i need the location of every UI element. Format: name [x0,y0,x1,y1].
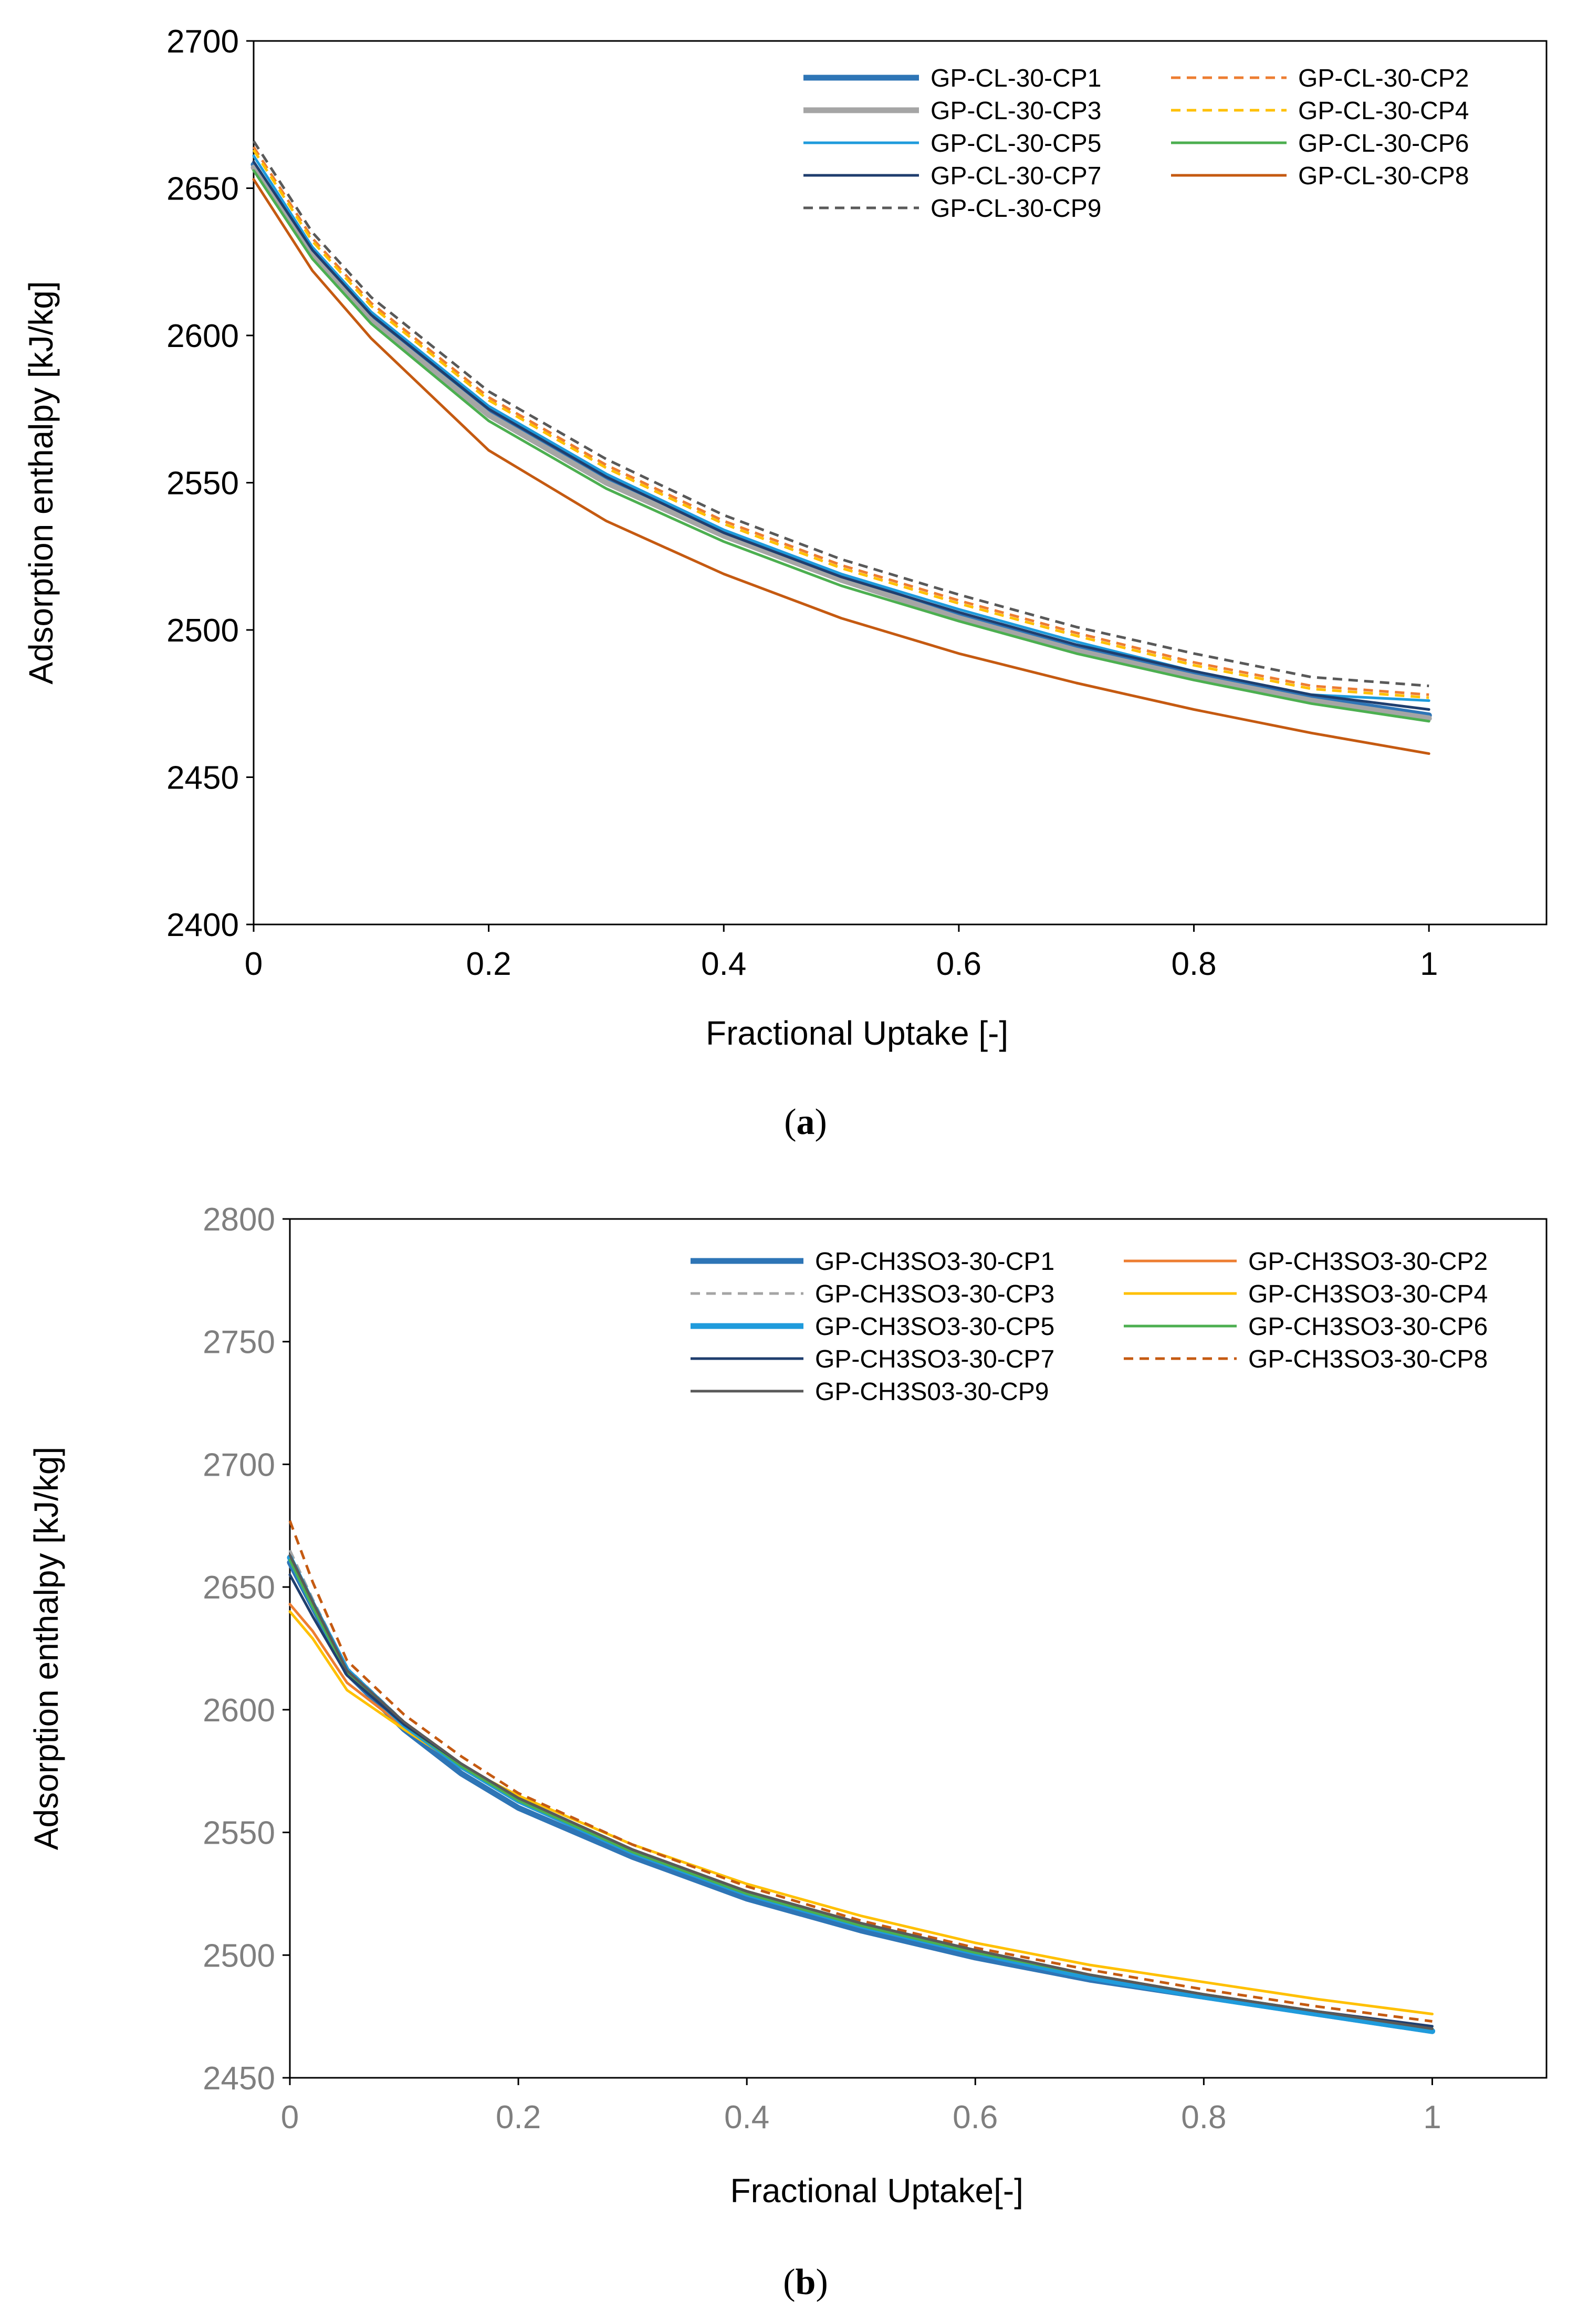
legend-label: GP-CL-30-CP9 [931,195,1101,223]
series-line-GP-CL-30-CP7 [252,160,1430,711]
plot-frame [289,1218,1548,2079]
legend-label: GP-CH3S03-30-CP9 [815,1378,1049,1406]
series-line-GP-CH3SO3-30-CP5 [287,1554,1435,2034]
x-tick-label: 0.4 [701,946,746,982]
legend-label: GP-CL-30-CP6 [1298,130,1469,157]
series-line-GP-CL-30-CP6 [252,169,1430,723]
series-line-GP-CL-30-CP4 [252,149,1429,699]
legend-label: GP-CH3SO3-30-CP2 [1248,1248,1488,1276]
legend-label: GP-CH3SO3-30-CP3 [815,1280,1054,1308]
panel-label: (b) [783,2262,828,2302]
x-axis-label: Fractional Uptake [-] [706,1014,1008,1052]
series-line-GP-CH3SO3-30-CP8 [288,1520,1433,2023]
series-line-GP-CH3SO3-30-CP1 [287,1559,1435,2034]
y-tick-label: 2800 [203,1202,275,1238]
legend-label: GP-CL-30-CP3 [931,97,1101,125]
legend-label: GP-CL-30-CP8 [1298,162,1469,190]
y-tick-label: 2650 [203,1570,275,1606]
y-tick-label: 2650 [166,171,239,207]
y-axis-label: Adsorption enthalpy [kJ/kg] [22,281,60,684]
x-tick-label: 0.6 [953,2099,998,2136]
y-tick-label: 2700 [166,24,239,60]
y-tick-label: 2750 [203,1324,275,1361]
series-line-GP-CH3SO3-30-CP3 [288,1549,1433,2030]
y-tick-label: 2550 [203,1815,275,1852]
chart-a: 2400 2450 2500 2550 2600 2650 2700 0 0.2 0.4 0.6 0.… [22,24,1548,1142]
series-line-GP-CL-30-CP3 [250,164,1432,721]
x-tick-label: 0.2 [496,2099,541,2136]
y-tick-label: 2600 [166,318,239,354]
x-tick-label: 0.8 [1171,946,1216,982]
y-tick-label: 2500 [166,613,239,649]
legend-label: GP-CL-30-CP1 [931,65,1101,92]
y-tick-label: 2700 [203,1447,275,1483]
y-tick-label: 2500 [203,1938,275,1974]
series-line-GP-CL-30-CP2 [252,146,1429,696]
legend-label: GP-CH3SO3-30-CP8 [1248,1345,1488,1373]
x-tick-label: 0.2 [466,946,511,982]
y-tick-label: 2600 [203,1692,275,1729]
series-line-GP-CL-30-CP9 [252,140,1429,688]
series-line-GP-CL-30-CP1 [250,162,1432,719]
panel-letter: b [796,2262,816,2302]
series-line-GP-CH3SO3-30-CP6 [288,1559,1434,2030]
series-line-GP-CH3SO3-30-CP4 [288,1610,1434,2015]
legend-label: GP-CL-30-CP5 [931,130,1101,157]
chart-b: 2450 2500 2550 2600 2650 2700 2750 2800 0 0.2 0.4 0… [27,1202,1548,2302]
y-tick-label: 2400 [166,907,239,943]
panel-label: (a) [784,1102,827,1142]
legend-label: GP-CH3SO3-30-CP5 [815,1313,1054,1341]
legend-label: GP-CL-30-CP4 [1298,97,1469,125]
x-tick-label: 0.4 [724,2099,769,2136]
x-tick-label: 0.6 [936,946,981,982]
legend-label: GP-CL-30-CP7 [931,162,1101,190]
y-tick-label: 2550 [166,466,239,502]
x-tick-label: 1 [1420,946,1438,982]
series-line-GP-CH3S03-30-CP9 [288,1553,1434,2030]
legend-label: GP-CL-30-CP2 [1298,65,1469,92]
x-tick-label: 0 [245,946,263,982]
legend-label: GP-CH3SO3-30-CP4 [1248,1280,1488,1308]
y-tick-label: 2450 [166,760,239,796]
series-line-GP-CH3SO3-30-CP7 [288,1573,1434,2028]
x-tick-label: 1 [1423,2099,1441,2136]
legend-label: GP-CH3SO3-30-CP6 [1248,1313,1488,1341]
x-tick-label: 0 [281,2099,299,2136]
x-axis-label: Fractional Uptake[-] [730,2172,1023,2210]
x-tick-label: 0.8 [1181,2099,1226,2136]
series-line-GP-CL-30-CP8 [252,178,1430,755]
series-line-GP-CH3SO3-30-CP2 [288,1603,1434,2030]
legend-label: GP-CH3SO3-30-CP1 [815,1248,1054,1276]
y-tick-label: 2450 [203,2060,275,2097]
legend-label: GP-CH3SO3-30-CP7 [815,1345,1054,1373]
panel-letter: a [797,1102,815,1142]
y-axis-label: Adsorption enthalpy [kJ/kg] [27,1447,65,1850]
